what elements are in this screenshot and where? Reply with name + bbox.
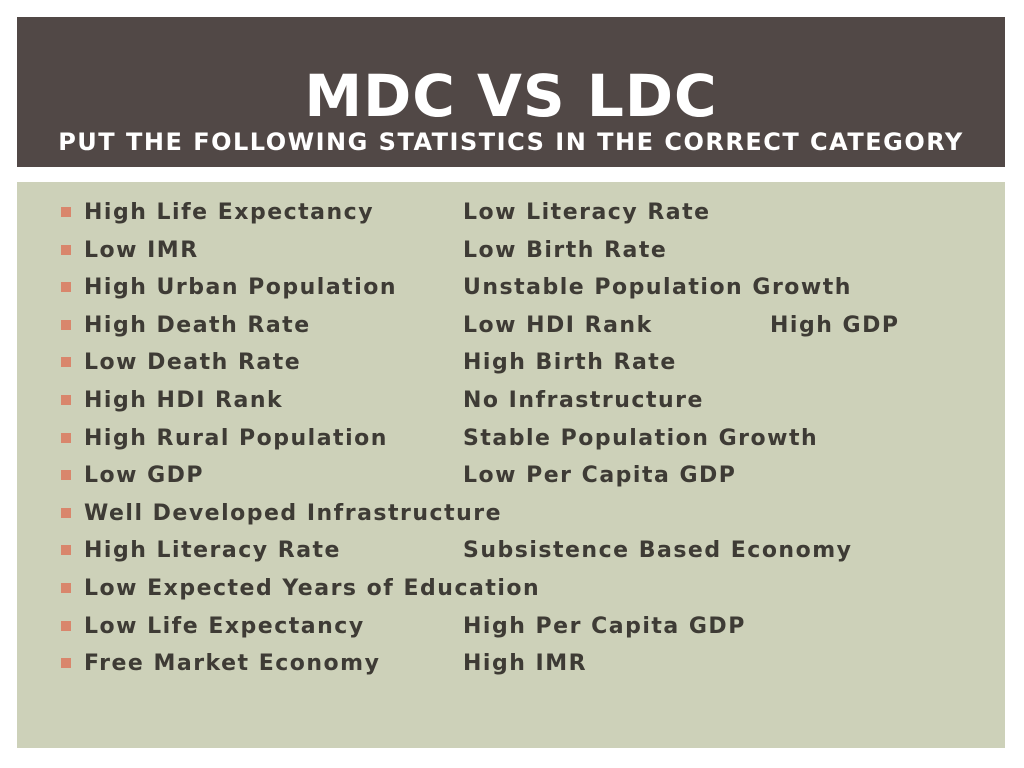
bullet-icon [61, 244, 71, 255]
item-first-column: High Literacy Rate [84, 538, 341, 564]
bullet-icon [61, 658, 71, 669]
item-first-column: High Urban Population [84, 275, 398, 301]
bullet-icon [61, 582, 71, 593]
bullet-icon [61, 394, 71, 405]
item-first-column: High Rural Population [84, 425, 388, 451]
item-first-column: Well Developed Infrastructure [84, 500, 503, 526]
item-second-column: Low HDI Rank [463, 312, 653, 338]
item-first-column: Low Expected Years of Education [84, 575, 541, 601]
item-first-column: Low Death Rate [84, 350, 302, 376]
bullet-icon [61, 357, 71, 368]
content-panel: High Life Expectancy Low Literacy Rate Lo… [17, 182, 1005, 748]
slide-subtitle: Put the following statistics in the corr… [58, 128, 964, 156]
item-second-column: Low Per Capita GDP [463, 463, 737, 489]
item-first-column: High HDI Rank [84, 387, 284, 413]
slide-title: MDC vs LDC [304, 62, 718, 130]
item-second-column: No Infrastructure [463, 387, 704, 413]
item-second-column: Low Birth Rate [463, 237, 668, 263]
bullet-icon [61, 432, 71, 443]
item-second-column: High Birth Rate [463, 350, 677, 376]
item-first-column: Low Life Expectancy [84, 613, 365, 639]
bullet-icon [61, 282, 71, 293]
bullet-icon [61, 319, 71, 330]
item-first-column: High Life Expectancy [84, 200, 375, 225]
item-second-column: Unstable Population Growth [463, 275, 852, 301]
item-first-column: High Death Rate [84, 312, 311, 338]
item-second-column: Subsistence Based Economy [463, 538, 853, 564]
title-band: MDC vs LDC Put the following statistics … [17, 17, 1005, 167]
item-first-column: Low GDP [84, 463, 205, 489]
item-third-column: High GDP [770, 312, 900, 338]
bullet-icon [61, 507, 71, 518]
bullet-icon [61, 207, 71, 217]
bullet-icon [61, 620, 71, 631]
item-second-column: Low Literacy Rate [463, 200, 711, 225]
item-second-column: Stable Population Growth [463, 425, 819, 451]
item-second-column: High IMR [463, 651, 588, 677]
item-first-column: Free Market Economy [84, 651, 381, 677]
item-first-column: Low IMR [84, 237, 199, 263]
bullet-icon [61, 545, 71, 556]
item-second-column: High Per Capita GDP [463, 613, 746, 639]
bullet-icon [61, 470, 71, 481]
